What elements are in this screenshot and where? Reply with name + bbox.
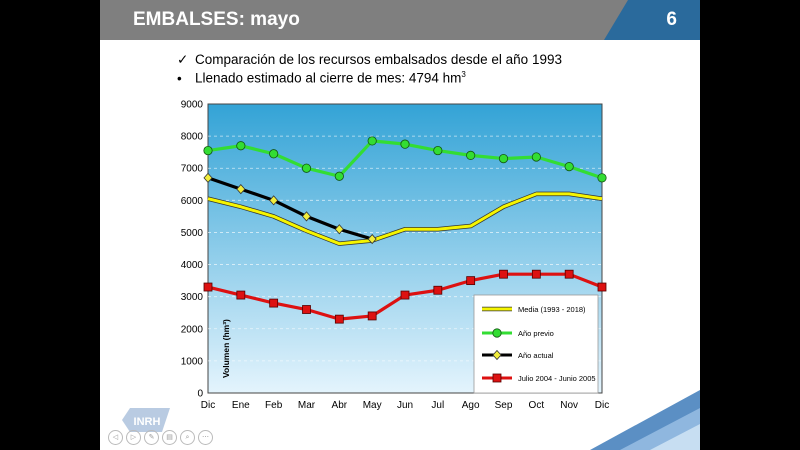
x-tick-label: Mar	[298, 400, 316, 411]
pen-icon[interactable]: ✎	[144, 430, 159, 445]
y-tick-label: 7000	[181, 164, 204, 175]
data-point	[367, 136, 377, 146]
data-point	[499, 269, 508, 279]
data-point	[433, 285, 443, 295]
legend-label: Julio 2004 - Junio 2005	[518, 374, 596, 383]
data-point	[334, 314, 344, 324]
data-point	[301, 211, 312, 222]
legend-label: Año previo	[518, 329, 554, 338]
y-tick-label: 0	[197, 389, 203, 400]
y-tick-label: 3000	[181, 292, 204, 303]
series-1	[203, 136, 607, 183]
data-point	[498, 153, 509, 164]
data-point	[400, 290, 410, 300]
y-tick-label: 2000	[181, 324, 204, 335]
y-tick-label: 5000	[181, 228, 204, 239]
data-point	[492, 328, 502, 338]
bullet-estimate: • Llenado estimado al cierre de mes: 4794…	[177, 70, 466, 86]
data-point	[564, 162, 574, 172]
y-axis-ticks: 0 1000 2000 3000 4000 5000 6000 7000 8000 9000	[181, 100, 204, 400]
x-tick-label: Oct	[529, 400, 545, 411]
data-point	[269, 149, 279, 159]
data-point	[433, 145, 443, 156]
check-icon: ✓	[177, 52, 189, 67]
x-tick-label: Dic	[595, 400, 609, 411]
slide: EMBALSES: mayo 6 ✓ Comparación de los rec…	[100, 0, 700, 450]
slide-number: 6	[666, 9, 677, 30]
bullet-comparison: ✓ Comparación de los recursos embalsados …	[177, 52, 562, 68]
reservoir-chart: 0 1000 2000 3000 4000 5000 6000 7000 8000 9000 Di…	[181, 100, 609, 412]
x-tick-label: Sep	[495, 400, 513, 411]
data-point	[564, 269, 574, 279]
data-point	[269, 195, 279, 206]
y-tick-label: 9000	[181, 100, 204, 111]
x-tick-label: Ene	[232, 400, 250, 411]
series-line	[207, 176, 373, 241]
y-axis-label: Volumen (hm³)	[221, 319, 231, 378]
slide-title: EMBALSES: mayo	[133, 9, 300, 30]
data-point	[597, 282, 607, 292]
data-point	[236, 183, 246, 195]
data-point	[302, 305, 311, 314]
svg-text:INRH: INRH	[134, 416, 161, 428]
series-lines	[203, 136, 607, 324]
x-tick-label: Nov	[560, 400, 578, 411]
series-line	[207, 192, 603, 246]
legend-label: Año actual	[518, 351, 554, 360]
data-point	[367, 233, 377, 245]
data-point	[400, 139, 410, 149]
x-tick-label: Jul	[431, 400, 444, 411]
corner-decoration	[590, 390, 700, 450]
more-icon[interactable]: ⋯	[198, 430, 213, 445]
x-tick-label: Dic	[201, 400, 215, 411]
x-axis-ticks: Dic Ene Feb Mar Abr May Jun Jul Ago Sep Oct Nov Dic	[201, 400, 609, 411]
slides-icon[interactable]: ▤	[162, 430, 177, 445]
slide-nav-controls: ◁ ▷ ✎ ▤ ⌕ ⋯	[108, 430, 213, 445]
data-point	[269, 298, 279, 308]
series-0	[207, 191, 603, 246]
bullet-dot-icon: •	[177, 70, 182, 86]
x-tick-label: Abr	[332, 400, 348, 411]
data-point	[203, 172, 213, 183]
data-point	[367, 311, 377, 321]
prev-slide-icon[interactable]: ◁	[108, 430, 123, 445]
bullet-estimate-unit-sup: 3	[461, 70, 466, 79]
data-point	[203, 145, 213, 156]
slide-header: EMBALSES: mayo 6	[100, 0, 700, 40]
bullet-estimate-text: Llenado estimado al cierre de mes: 4794 …	[195, 70, 462, 86]
data-point	[236, 290, 246, 300]
data-point	[597, 173, 607, 183]
data-point	[203, 282, 213, 292]
y-tick-label: 6000	[181, 196, 204, 207]
x-tick-label: Feb	[265, 400, 283, 411]
series-3	[203, 269, 607, 324]
data-point	[334, 171, 344, 181]
data-point	[531, 269, 541, 279]
bullet-comparison-text: Comparación de los recursos embalsados d…	[195, 52, 562, 67]
data-point	[531, 152, 541, 162]
series-2	[203, 172, 377, 245]
zoom-icon[interactable]: ⌕	[180, 430, 195, 445]
inrh-logo: INRH	[122, 408, 170, 432]
y-tick-label: 1000	[181, 356, 204, 367]
next-slide-icon[interactable]: ▷	[126, 430, 141, 445]
legend: Media (1993 - 2018) Año previo Año actual J…	[473, 294, 599, 394]
legend-label: Media (1993 - 2018)	[518, 305, 586, 314]
data-point	[334, 224, 344, 235]
data-point	[236, 141, 246, 151]
data-point	[492, 373, 502, 383]
data-point	[492, 349, 502, 361]
data-point	[466, 150, 476, 160]
y-tick-label: 8000	[181, 132, 204, 143]
y-tick-label: 4000	[181, 260, 204, 271]
x-tick-label: Jun	[397, 400, 413, 411]
x-tick-label: May	[363, 400, 382, 411]
x-tick-label: Ago	[462, 400, 480, 411]
data-point	[466, 276, 476, 286]
data-point	[301, 163, 312, 173]
